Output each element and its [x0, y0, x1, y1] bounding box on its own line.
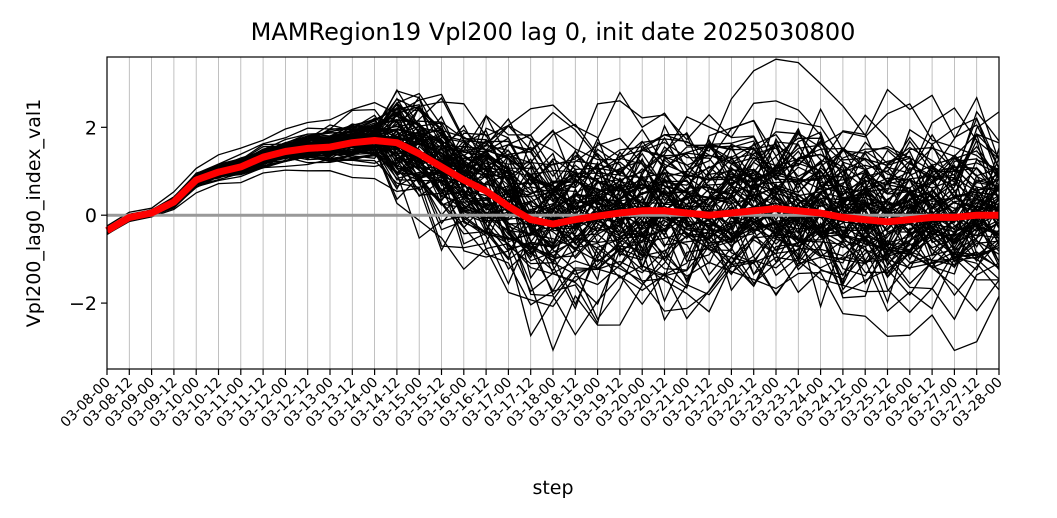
x-axis: 03-08-0003-08-1203-09-0003-09-1203-10-00…	[58, 369, 1006, 431]
y-axis: −2 0 2	[69, 117, 107, 315]
ensemble-member-line	[106, 98, 1000, 239]
x-axis-label: step	[532, 477, 573, 499]
ensemble-member-line	[106, 169, 1000, 352]
plot-area	[105, 56, 1000, 370]
ensemble-member-line	[106, 111, 1000, 231]
ensemble-mean-line	[105, 137, 999, 234]
mean-layer	[105, 137, 999, 234]
y-tick-label: 0	[85, 205, 97, 227]
y-tick-label: 2	[85, 117, 97, 139]
y-axis-label: Vpl200_lag0_index_val1	[23, 99, 45, 327]
ensemble-member-line	[106, 58, 1000, 227]
ensemble-member-line	[106, 112, 1000, 325]
chart-title: MAMRegion19 Vpl200 lag 0, init date 2025…	[251, 18, 856, 46]
ensemble-member-line	[106, 103, 1000, 233]
y-tick-label: −2	[69, 293, 97, 315]
ensemble-member-line	[106, 124, 1000, 230]
